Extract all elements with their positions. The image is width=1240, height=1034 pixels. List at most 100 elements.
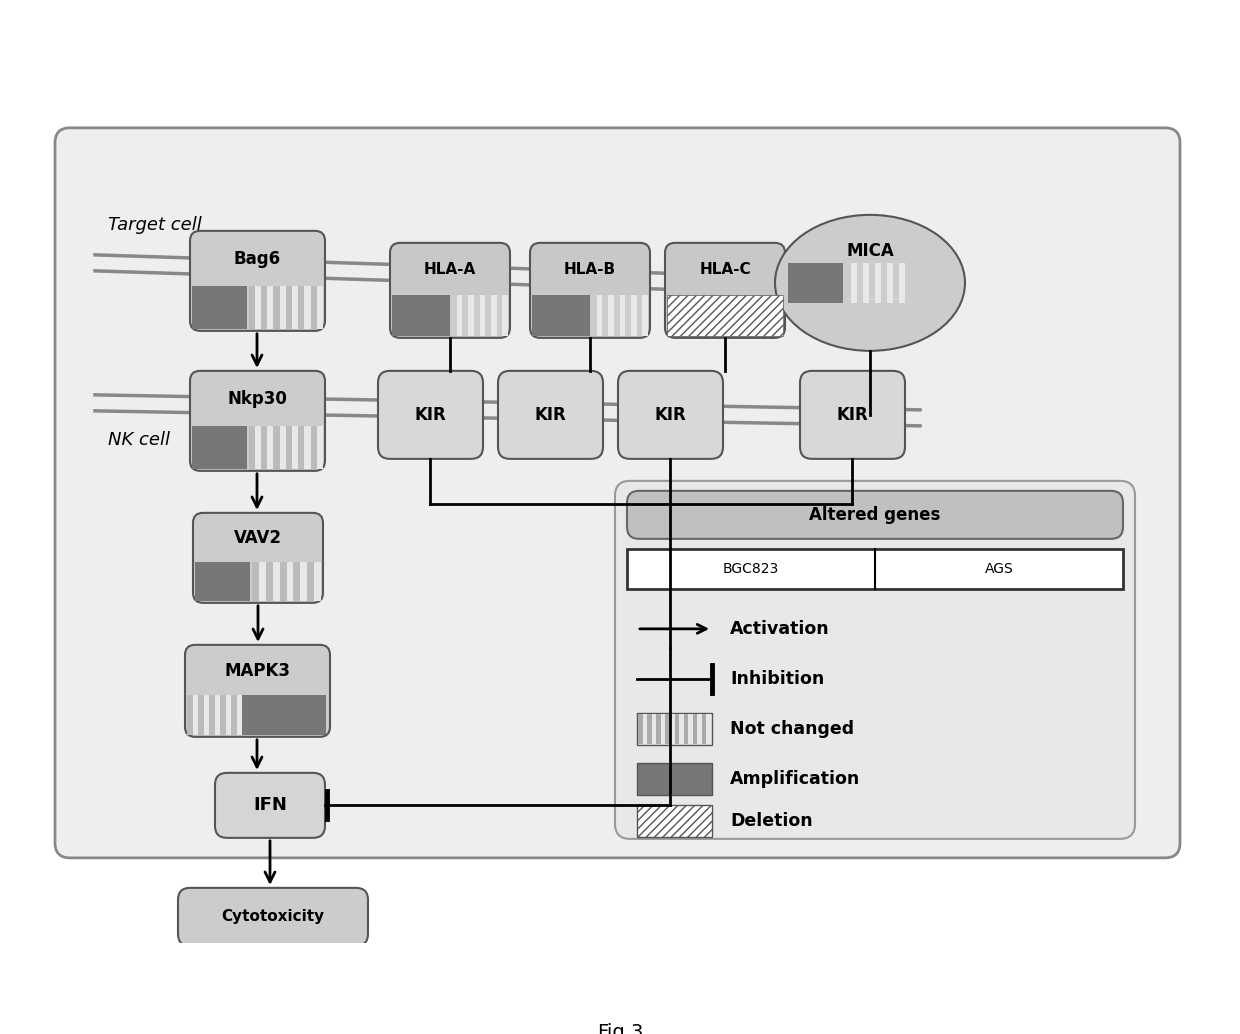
Bar <box>299 285 305 329</box>
Bar <box>286 426 293 468</box>
FancyBboxPatch shape <box>627 491 1123 539</box>
Bar <box>683 713 688 743</box>
FancyBboxPatch shape <box>529 243 650 338</box>
Bar <box>294 562 300 601</box>
Bar <box>614 295 620 336</box>
FancyBboxPatch shape <box>800 371 905 459</box>
Bar <box>625 295 631 336</box>
Bar <box>219 696 226 735</box>
Text: HLA-C: HLA-C <box>699 262 750 277</box>
Bar <box>532 295 590 336</box>
Text: Activation: Activation <box>730 619 830 638</box>
Bar <box>192 426 247 468</box>
Bar <box>249 426 255 468</box>
Bar <box>280 562 286 601</box>
Bar <box>192 285 247 329</box>
Text: BGC823: BGC823 <box>723 561 779 576</box>
Bar <box>666 713 670 743</box>
Bar <box>880 263 887 303</box>
FancyBboxPatch shape <box>55 128 1180 858</box>
Text: Not changed: Not changed <box>730 720 854 738</box>
Bar <box>637 804 712 837</box>
Bar <box>693 713 697 743</box>
Bar <box>787 263 843 303</box>
Bar <box>308 562 314 601</box>
FancyBboxPatch shape <box>215 772 325 838</box>
Bar <box>637 712 712 744</box>
Bar <box>451 295 456 336</box>
Text: HLA-A: HLA-A <box>424 262 476 277</box>
Bar <box>310 426 316 468</box>
Bar <box>392 295 450 336</box>
Bar <box>844 263 905 303</box>
Bar <box>242 696 326 735</box>
FancyBboxPatch shape <box>190 371 325 470</box>
Bar <box>262 426 268 468</box>
Bar <box>249 426 322 468</box>
Text: Fig.3: Fig.3 <box>596 1024 644 1034</box>
Text: IFN: IFN <box>253 796 286 815</box>
Bar <box>262 285 268 329</box>
Bar <box>702 713 707 743</box>
Bar <box>252 562 259 601</box>
Bar <box>195 562 250 601</box>
Bar <box>636 295 642 336</box>
Bar <box>198 696 203 735</box>
Bar <box>286 285 293 329</box>
FancyBboxPatch shape <box>391 243 510 338</box>
FancyBboxPatch shape <box>615 481 1135 839</box>
FancyBboxPatch shape <box>185 645 330 737</box>
FancyBboxPatch shape <box>378 371 484 459</box>
Bar <box>675 713 680 743</box>
Bar <box>252 562 321 601</box>
Bar <box>637 763 712 795</box>
FancyBboxPatch shape <box>193 513 322 603</box>
Bar <box>857 263 863 303</box>
Bar <box>265 562 273 601</box>
Bar <box>591 295 649 336</box>
FancyBboxPatch shape <box>665 243 785 338</box>
Bar <box>187 696 242 735</box>
Bar <box>496 295 502 336</box>
Text: Altered genes: Altered genes <box>810 506 941 524</box>
Bar <box>231 696 237 735</box>
Bar <box>639 713 711 743</box>
Bar <box>249 285 255 329</box>
Text: MAPK3: MAPK3 <box>224 662 290 679</box>
Bar <box>627 549 1123 588</box>
Bar <box>274 285 280 329</box>
Text: Bag6: Bag6 <box>234 250 281 268</box>
Text: KIR: KIR <box>414 406 446 424</box>
Text: Deletion: Deletion <box>730 812 812 830</box>
Ellipse shape <box>775 215 965 351</box>
Text: KIR: KIR <box>534 406 567 424</box>
Bar <box>603 295 608 336</box>
Bar <box>299 426 305 468</box>
Bar <box>639 713 642 743</box>
Text: Nkp30: Nkp30 <box>228 390 288 407</box>
Text: NK cell: NK cell <box>108 431 170 449</box>
Text: Cytotoxicity: Cytotoxicity <box>222 909 325 924</box>
Bar <box>893 263 899 303</box>
FancyBboxPatch shape <box>179 888 368 946</box>
FancyBboxPatch shape <box>498 371 603 459</box>
Bar <box>844 263 851 303</box>
Bar <box>463 295 467 336</box>
Bar <box>869 263 875 303</box>
Bar <box>310 285 316 329</box>
Text: AGS: AGS <box>985 561 1013 576</box>
Bar <box>451 295 508 336</box>
Bar <box>485 295 491 336</box>
Bar <box>647 713 652 743</box>
Bar <box>667 295 782 336</box>
Text: KIR: KIR <box>655 406 687 424</box>
Text: VAV2: VAV2 <box>234 529 281 547</box>
Text: HLA-B: HLA-B <box>564 262 616 277</box>
Text: Target cell: Target cell <box>108 216 202 234</box>
Bar <box>474 295 480 336</box>
Bar <box>210 696 215 735</box>
Bar <box>274 426 280 468</box>
FancyBboxPatch shape <box>618 371 723 459</box>
Text: KIR: KIR <box>837 406 868 424</box>
Bar <box>656 713 661 743</box>
